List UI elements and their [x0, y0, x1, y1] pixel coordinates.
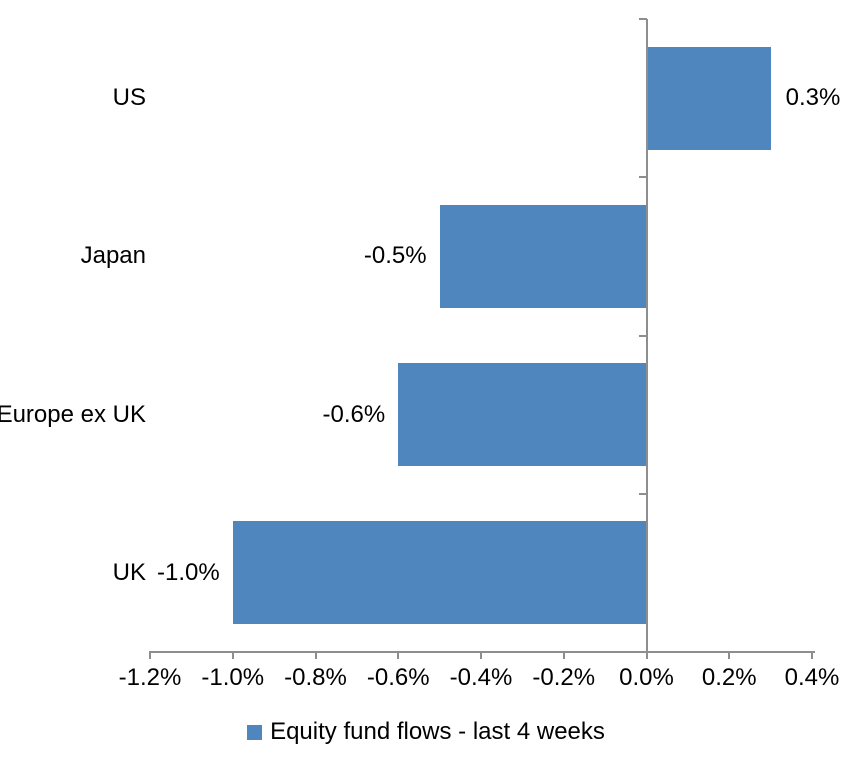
value-axis-tick — [562, 651, 565, 659]
data-label-uk: -1.0% — [157, 558, 220, 586]
x-tick-label: -0.6% — [366, 664, 430, 691]
category-label-europe-ex-uk: Europe ex UK — [0, 400, 146, 428]
x-tick-label: -1.0% — [201, 664, 265, 691]
category-axis-tick — [638, 492, 647, 495]
value-axis-tick — [811, 651, 813, 659]
value-axis-tick — [728, 651, 731, 659]
legend-label: Equity fund flows - last 4 weeks — [270, 718, 605, 745]
x-tick-label: -0.2% — [532, 664, 596, 691]
data-label-us: 0.3% — [785, 84, 841, 112]
legend-color-swatch — [247, 724, 263, 740]
x-tick-label: 0.2% — [701, 664, 757, 691]
category-axis-line — [645, 19, 648, 653]
bar-europe-ex-uk — [398, 363, 647, 467]
value-axis-tick — [149, 651, 151, 659]
x-tick-label: -1.2% — [118, 664, 182, 691]
category-label-us: US — [112, 84, 146, 112]
bar-uk — [232, 521, 647, 625]
value-axis-tick — [314, 651, 317, 659]
category-axis-tick — [638, 176, 647, 179]
value-axis-tick — [397, 651, 400, 659]
value-axis-tick — [645, 651, 648, 659]
value-axis-line — [150, 651, 815, 653]
category-label-uk: UK — [112, 558, 146, 586]
data-label-japan: -0.5% — [363, 242, 427, 270]
x-tick-label: -0.8% — [284, 664, 347, 691]
x-tick-label: 0.4% — [784, 664, 840, 691]
x-tick-label: 0.0% — [619, 664, 674, 691]
legend: Equity fund flows - last 4 weeks — [0, 714, 852, 750]
bar-japan — [439, 204, 647, 308]
category-label-japan: Japan — [80, 242, 146, 270]
value-axis-tick — [480, 651, 482, 659]
bar-us — [646, 46, 771, 150]
x-tick-label: -0.4% — [449, 664, 513, 691]
data-label-europe-ex-uk: -0.6% — [322, 400, 386, 428]
value-axis-tick — [231, 651, 234, 659]
category-axis-tick — [638, 18, 647, 20]
category-axis-tick — [638, 334, 647, 337]
